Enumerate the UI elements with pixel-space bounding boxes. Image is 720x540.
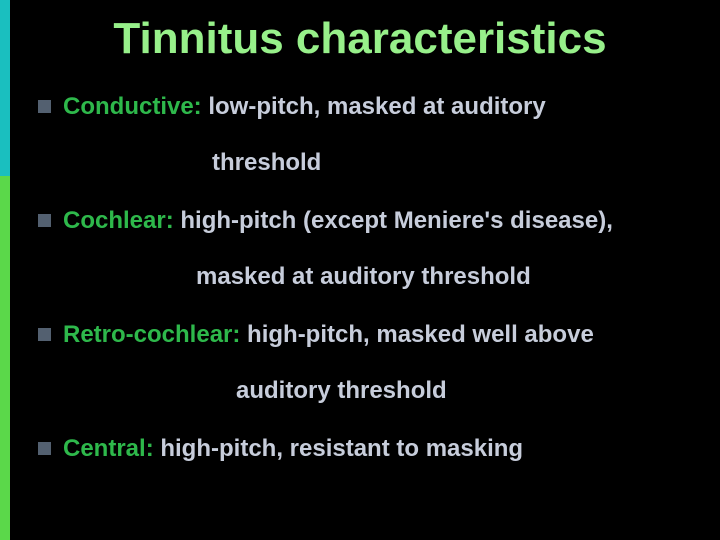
bullet-continuation: masked at auditory threshold (196, 262, 531, 292)
bullet-term: Retro-cochlear: (63, 321, 240, 348)
bullet-text: Central: high-pitch, resistant to maskin… (63, 434, 523, 464)
bullet-term: Central: (63, 435, 154, 462)
accent-bar-top (0, 0, 10, 176)
slide: Tinnitus characteristics Conductive: low… (0, 0, 720, 540)
bullet-rest: high-pitch (except Meniere's disease), (174, 207, 613, 234)
bullet-continuation: auditory threshold (236, 376, 447, 406)
bullet-term: Conductive: (63, 93, 202, 120)
bullet-text: Cochlear: high-pitch (except Meniere's d… (63, 206, 613, 236)
bullet-marker-icon (38, 100, 51, 113)
bullet-term: Cochlear: (63, 207, 174, 234)
bullet-continuation: threshold (212, 148, 321, 178)
bullet-text: Conductive: low-pitch, masked at auditor… (63, 92, 546, 122)
bullet-text: Retro-cochlear: high-pitch, masked well … (63, 320, 594, 350)
bullet-item: Central: high-pitch, resistant to maskin… (38, 434, 700, 464)
bullet-item: Retro-cochlear: high-pitch, masked well … (38, 320, 700, 350)
bullet-marker-icon (38, 214, 51, 227)
bullet-rest: low-pitch, masked at auditory (202, 93, 546, 120)
accent-bar-bottom (0, 176, 10, 540)
bullet-marker-icon (38, 328, 51, 341)
slide-title: Tinnitus characteristics (0, 0, 720, 82)
bullet-item: Cochlear: high-pitch (except Meniere's d… (38, 206, 700, 236)
bullet-rest: high-pitch, resistant to masking (154, 435, 523, 462)
bullet-rest: high-pitch, masked well above (240, 321, 593, 348)
bullet-item: Conductive: low-pitch, masked at auditor… (38, 92, 700, 122)
bullet-marker-icon (38, 442, 51, 455)
